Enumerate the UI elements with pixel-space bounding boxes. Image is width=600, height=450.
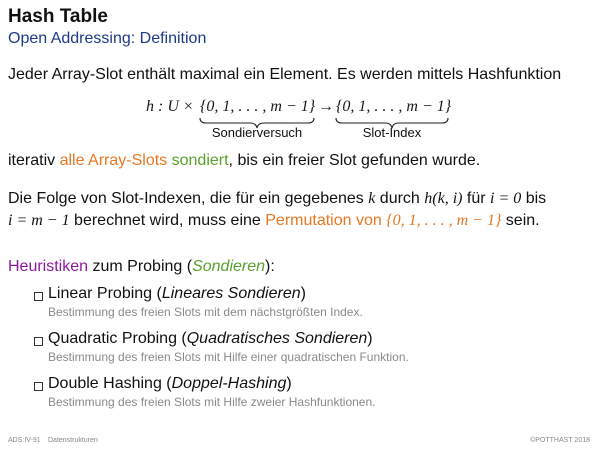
list-item-linear-probing: Linear Probing (Lineares Sondieren) — [48, 285, 306, 303]
intro-text: Jeder Array-Slot enthält maximal ein Ele… — [8, 66, 562, 83]
slide-title: Hash Table — [8, 6, 108, 27]
bullet-box-icon — [34, 292, 43, 301]
heuristics-heading: Heuristiken zum Probing (Sondieren): — [8, 256, 275, 278]
formula-arrow: → — [318, 98, 334, 115]
item-name-italic: Doppel-Hashing — [171, 375, 287, 392]
item-name-italic: Quadratisches Sondieren — [186, 330, 368, 347]
math-i-equals-0: i = 0 — [490, 190, 522, 207]
footer-topic: Datenstrukturen — [48, 437, 98, 444]
highlight-permutation-set: {0, 1, . . . , m − 1} — [386, 212, 502, 229]
item-name-pre: Linear Probing ( — [48, 285, 162, 302]
heuristics-word: Heuristiken — [8, 258, 89, 275]
permutation-text-line1: Die Folge von Slot-Indexen, die für ein … — [8, 188, 546, 210]
formula-underbraces — [199, 117, 449, 129]
list-item-double-hashing: Double Hashing (Doppel-Hashing) — [48, 375, 292, 393]
math-i-equals-m-minus-1: i = m − 1 — [8, 212, 70, 229]
item-name-post: ) — [300, 285, 306, 302]
item-name-italic: Lineares Sondieren — [161, 285, 301, 302]
permutation-text-line2: i = m − 1 berechnet wird, muss eine Perm… — [8, 210, 540, 232]
right-underbrace — [335, 117, 449, 129]
para2-line1-mid: durch — [375, 190, 425, 207]
list-item-quadratic-probing: Quadratic Probing (Quadratisches Sondier… — [48, 330, 373, 348]
math-hki: h(k, i) — [424, 190, 463, 207]
footer-copyright: ©POTTHAST 2018 — [530, 437, 590, 444]
heuristics-end: ): — [265, 258, 275, 275]
iterative-probe-text: iterativ alle Array-Slots sondiert, bis … — [8, 150, 480, 172]
hash-function-formula: h : U × {0, 1, . . . , m − 1} → {0, 1, .… — [0, 98, 600, 146]
para1-pre: iterativ — [8, 152, 60, 169]
para2-line2-mid: berechnet wird, muss eine — [69, 212, 266, 229]
para2-line1-pre: Die Folge von Slot-Indexen, die für ein … — [8, 190, 369, 207]
highlight-permutation: Permutation von — [265, 212, 387, 229]
bullet-box-icon — [34, 337, 43, 346]
formula-domain-set: {0, 1, . . . , m − 1} — [200, 98, 316, 115]
item-description: Bestimmung des freien Slots mit dem näch… — [48, 305, 363, 319]
brace-label-sondierversuch: Sondierversuch — [211, 125, 303, 140]
formula-h-label: h : U × — [146, 98, 194, 115]
left-underbrace — [199, 117, 315, 129]
slide-subtitle: Open Addressing: Definition — [8, 30, 207, 47]
math-k: k — [368, 190, 376, 207]
item-description: Bestimmung des freien Slots mit Hilfe ei… — [48, 350, 409, 364]
item-description: Bestimmung des freien Slots mit Hilfe zw… — [48, 395, 376, 409]
item-name-pre: Double Hashing ( — [48, 375, 172, 392]
para2-line2-post: sein. — [501, 212, 540, 229]
para1-post: , bis ein freier Slot gefunden wurde. — [228, 152, 481, 169]
footer-slide-id: ADS:IV-91 — [8, 437, 41, 444]
item-name-post: ) — [367, 330, 373, 347]
heuristics-mid: zum Probing ( — [88, 258, 193, 275]
para2-line1-mid2: für — [462, 190, 491, 207]
para2-line1-post: bis — [521, 190, 547, 207]
item-name-pre: Quadratic Probing ( — [48, 330, 187, 347]
highlight-all-array-slots: alle Array-Slots — [59, 152, 168, 169]
heuristics-term: Sondieren — [192, 258, 266, 275]
item-name-post: ) — [286, 375, 292, 392]
highlight-sondiert: sondiert — [171, 152, 229, 169]
bullet-box-icon — [34, 382, 43, 391]
formula-codomain-set: {0, 1, . . . , m − 1} — [336, 98, 452, 115]
brace-label-slot-index: Slot-Index — [362, 125, 422, 140]
